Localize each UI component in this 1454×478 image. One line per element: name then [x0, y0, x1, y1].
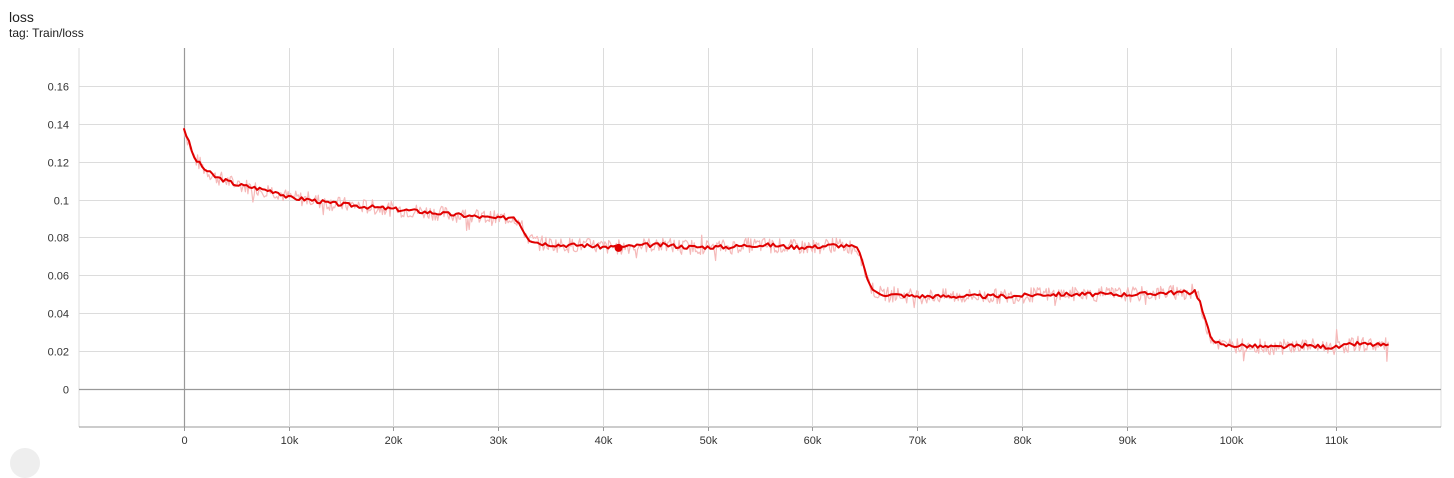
- y-tick-label: 0: [63, 385, 69, 397]
- x-tick-label: 70k: [909, 435, 927, 447]
- smoothed-loss-line: [182, 127, 1389, 350]
- x-tick-label: 0: [181, 435, 187, 447]
- grid: [78, 48, 1442, 431]
- y-tick-label: 0.08: [48, 233, 69, 245]
- y-tick-label: 0.06: [48, 271, 69, 283]
- y-tick-label: 0.02: [48, 347, 69, 359]
- chart-subtitle: tag: Train/loss: [9, 26, 84, 40]
- x-tick-label: 110k: [1325, 435, 1349, 447]
- loss-chart[interactable]: 0 0.02 0.04 0.06 0.08 0.1 0.12 0.14 0.16 0 10k 20k…: [0, 0, 1454, 454]
- x-tick-label: 40k: [595, 435, 613, 447]
- x-tick-label: 10k: [281, 435, 299, 447]
- hover-point-marker: [614, 243, 623, 252]
- x-tick-label: 60k: [804, 435, 822, 447]
- y-tick-label: 0.1: [54, 196, 69, 208]
- y-tick-label: 0.12: [48, 158, 69, 170]
- x-tick-label: 30k: [490, 435, 508, 447]
- y-tick-label: 0.16: [48, 82, 69, 94]
- y-tick-label: 0.14: [48, 120, 69, 132]
- series: [182, 127, 1389, 362]
- x-tick-label: 100k: [1220, 435, 1244, 447]
- chart-title: loss: [9, 9, 34, 25]
- axes: [79, 48, 1441, 427]
- x-tick-label: 90k: [1119, 435, 1137, 447]
- x-tick-label: 20k: [385, 435, 403, 447]
- fit-domain-button[interactable]: [10, 448, 40, 478]
- y-tick-label: 0.04: [48, 309, 69, 321]
- chart-header: loss tag: Train/loss: [9, 9, 84, 40]
- x-tick-labels: 0 10k 20k 30k 40k 50k 60k 70k 80k 90k 100k 110k: [181, 435, 1348, 447]
- x-tick-label: 80k: [1014, 435, 1032, 447]
- y-tick-labels: 0 0.02 0.04 0.06 0.08 0.1 0.12 0.14 0.16: [48, 82, 69, 397]
- x-tick-label: 50k: [700, 435, 718, 447]
